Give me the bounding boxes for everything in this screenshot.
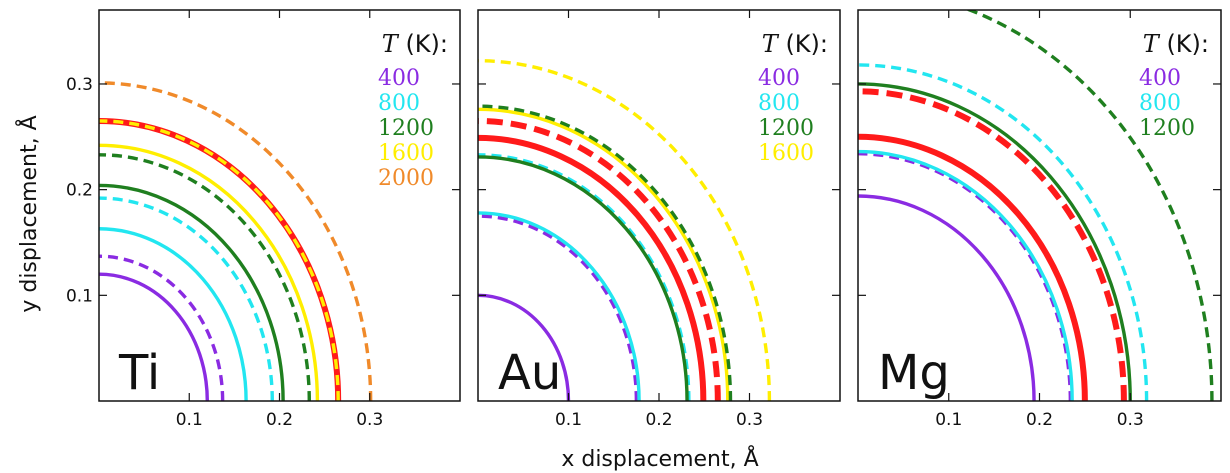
- x-tick-label: 0.2: [266, 410, 293, 430]
- x-tick-label: 0.1: [176, 410, 203, 430]
- arc-1600-dashed: [99, 119, 340, 401]
- x-tick-label: 0.3: [736, 410, 763, 430]
- legend-entry-800: 800: [378, 91, 420, 116]
- arc-800-solid: [858, 149, 1074, 401]
- legend-entry-1200: 1200: [758, 116, 814, 141]
- x-tick-label: 0.2: [645, 410, 672, 430]
- legend-entry-400: 400: [1139, 66, 1181, 91]
- arc-400-dashed: [858, 152, 1073, 401]
- legend-title: T (K):: [762, 30, 828, 58]
- legend-entry-1600: 1600: [378, 141, 434, 166]
- arc-400-solid: [478, 293, 571, 401]
- arc-800-solid: [99, 227, 248, 401]
- arc-1200-dashed: [964, 10, 1214, 401]
- legend-entry-400: 400: [378, 66, 420, 91]
- arc-400-solid: [99, 272, 209, 401]
- arc-800-dashed: [858, 63, 1149, 401]
- arc-reference-dashed: [858, 88, 1127, 401]
- arc-1200-dashed: [478, 104, 733, 401]
- element-label: Mg: [878, 345, 950, 401]
- arc-1600-solid: [478, 107, 730, 401]
- arc-400-solid: [858, 194, 1036, 401]
- panel-ti: 0.1 0.2 0.3 0.1 0.2 0.3 T (K): 4008001200160020…: [66, 9, 461, 430]
- arc-reference-solid: [478, 134, 707, 401]
- arc-1600-solid: [99, 143, 320, 401]
- arc-reference-solid: [858, 133, 1088, 401]
- element-label: Au: [498, 345, 561, 401]
- arc-400-dashed: [478, 214, 639, 401]
- y-axis-label: y displacement, Å: [15, 115, 42, 312]
- y-tick-label: 0.1: [66, 286, 93, 306]
- legend-title: T (K):: [1143, 30, 1209, 58]
- arc-1200-solid: [478, 155, 689, 401]
- arc-group: [478, 59, 772, 401]
- x-tick-label: 0.2: [1026, 410, 1053, 430]
- legend-entry-1200: 1200: [1139, 116, 1195, 141]
- arc-2000-dashed: [99, 81, 373, 401]
- legend-entry-1200: 1200: [378, 116, 434, 141]
- x-tick-label: 0.1: [935, 410, 962, 430]
- legend-entry-800: 800: [1139, 91, 1181, 116]
- legend-entry-800: 800: [758, 91, 800, 116]
- x-tick-label: 0.3: [356, 410, 383, 430]
- y-tick-label: 0.2: [66, 181, 93, 201]
- arc-1200-solid: [99, 183, 285, 401]
- arc-800-dashed: [99, 196, 274, 401]
- arc-group: [858, 10, 1214, 401]
- legend-title: T (K):: [382, 30, 448, 58]
- element-label: Ti: [118, 345, 160, 401]
- arc-group: [99, 81, 373, 401]
- y-tick-label: 0.3: [66, 75, 93, 95]
- legend-entry-400: 400: [758, 66, 800, 91]
- arc-1600-dashed: [478, 59, 772, 401]
- arc-1200-dashed: [99, 153, 311, 401]
- arc-800-dashed: [478, 153, 691, 401]
- arc-1200-solid: [858, 82, 1132, 401]
- legend-entry-1600: 1600: [758, 141, 814, 166]
- x-tick-label: 0.1: [555, 410, 582, 430]
- x-tick-label: 0.3: [1117, 410, 1144, 430]
- arc-800-solid: [478, 211, 641, 401]
- legend-entry-2000: 2000: [378, 166, 434, 191]
- arc-400-dashed: [99, 254, 225, 401]
- x-axis-label: x displacement, Å: [561, 445, 758, 472]
